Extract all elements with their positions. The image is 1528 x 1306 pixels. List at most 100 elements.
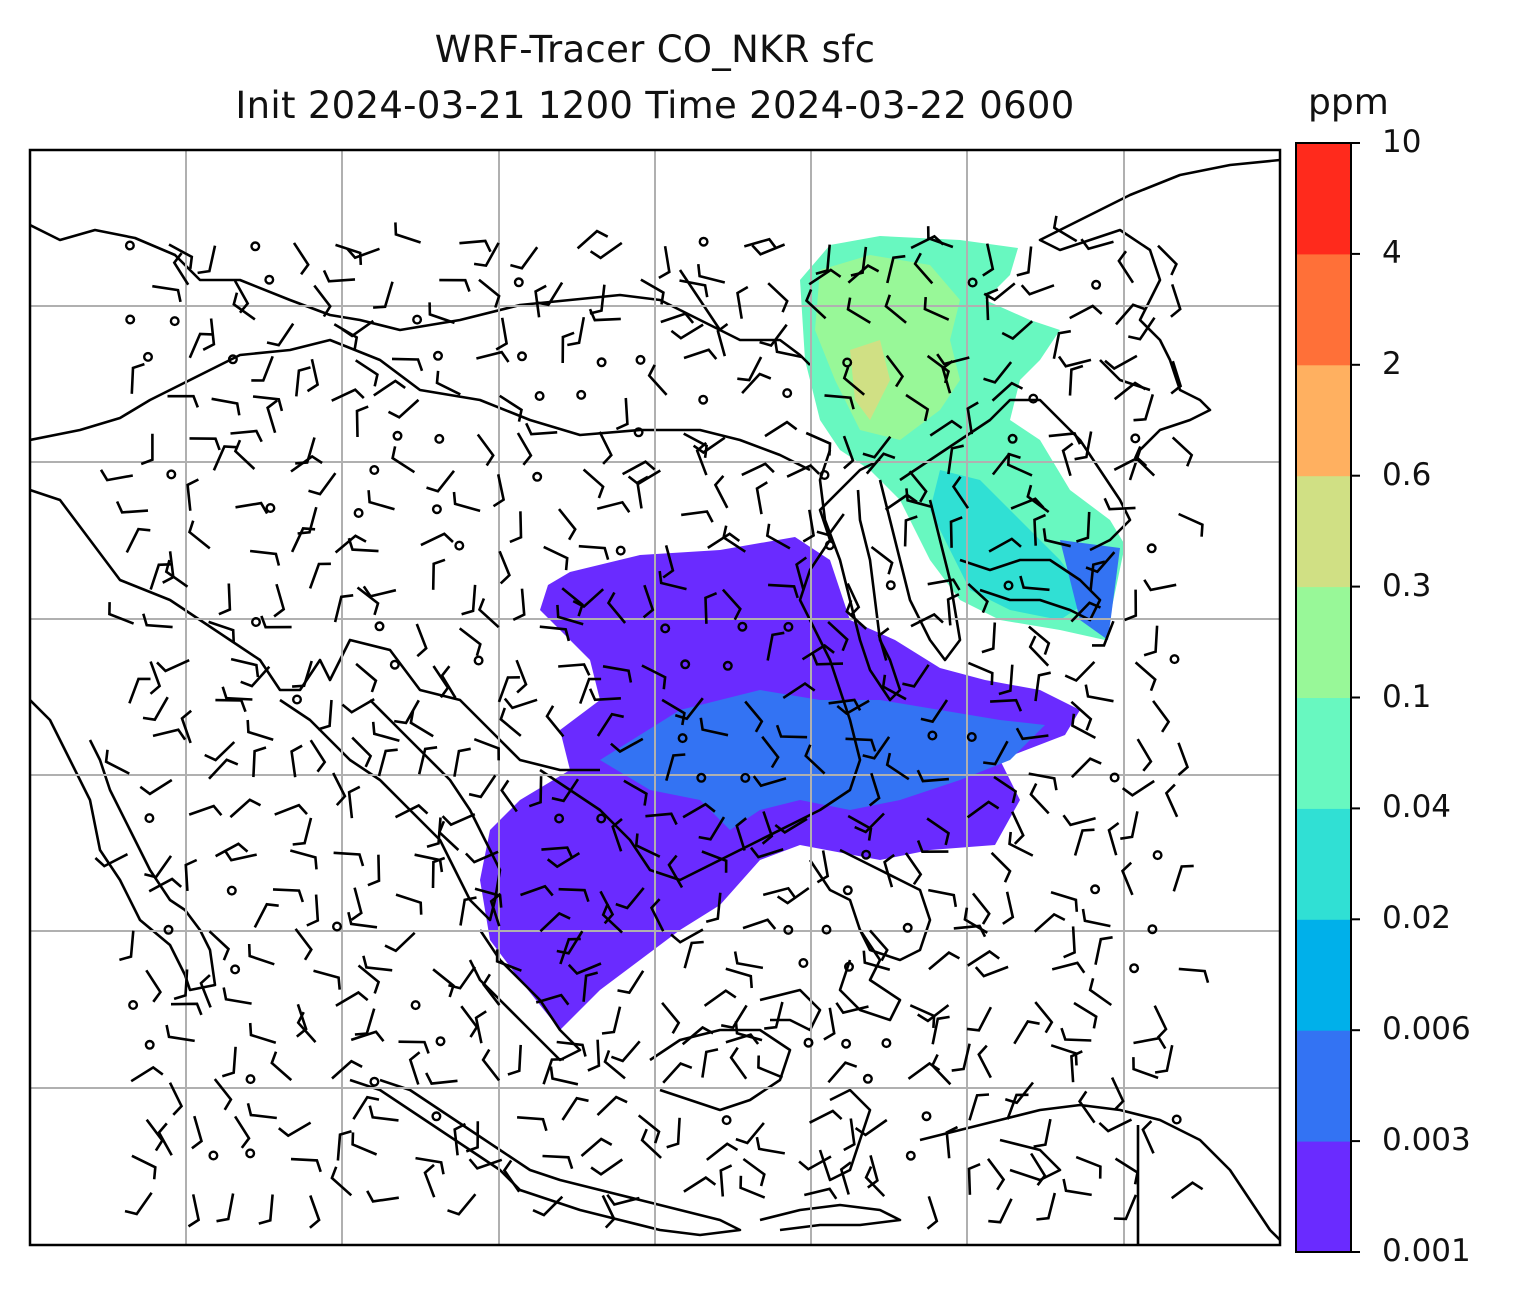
wind-barb: [384, 931, 416, 953]
wind-barb: [636, 475, 649, 509]
wind-barb: [1015, 727, 1049, 741]
wind-barb: [373, 379, 406, 397]
wind-barb: [658, 570, 687, 591]
wind-barb: [1120, 811, 1139, 840]
wind-barb: [341, 697, 375, 714]
wind-barb: [546, 851, 581, 869]
wind-barb: [815, 244, 831, 276]
wind-barb: [1153, 1005, 1168, 1039]
wind-barb: [742, 918, 777, 930]
wind-barb: [366, 1190, 399, 1203]
wind-barb: [509, 511, 523, 544]
wind-barb: [615, 887, 645, 910]
wind-barb: [764, 420, 798, 438]
colorbar-tick-label: 0.3: [1382, 567, 1432, 604]
wind-barb: [497, 676, 520, 703]
wind-barb: [556, 1040, 587, 1057]
wind-barb: [1120, 861, 1134, 896]
wind-barb: [292, 660, 313, 688]
wind-barb: [313, 969, 341, 990]
wind-barb: [967, 582, 989, 614]
wind-barb: [1064, 660, 1096, 683]
wind-barb: [453, 747, 471, 777]
wind-barb: [252, 395, 284, 412]
wind-barb: [990, 698, 1023, 712]
wind-barb: [142, 613, 173, 629]
wind-barb: [1170, 283, 1182, 318]
wind-barb: [1114, 1157, 1139, 1185]
wind-barb: [621, 460, 656, 476]
wind-barb: [1068, 364, 1084, 396]
calm-wind-circle: [1091, 279, 1102, 290]
wind-barb: [598, 431, 613, 465]
wind-barb: [500, 779, 518, 813]
calm-wind-circle: [208, 1150, 219, 1161]
wind-barb: [167, 394, 200, 408]
wind-barb: [536, 281, 564, 307]
wind-barb: [1073, 828, 1095, 856]
wind-barb: [949, 516, 963, 548]
wind-barb: [354, 1008, 376, 1036]
wind-barb: [391, 446, 416, 474]
wind-barb: [662, 1061, 693, 1084]
wind-barb: [1028, 772, 1058, 791]
wind-barb: [1078, 1090, 1096, 1124]
calm-wind-circle: [680, 659, 691, 670]
wind-barb: [420, 532, 454, 547]
wind-barb: [734, 1021, 763, 1042]
wind-barb: [634, 833, 661, 858]
wind-barb: [545, 705, 565, 738]
wind-barb: [482, 973, 501, 1006]
wind-barb: [1133, 1036, 1167, 1050]
wind-barb: [589, 284, 606, 315]
wind-barb: [854, 1118, 888, 1137]
wind-barb: [172, 252, 190, 286]
wind-barb: [903, 515, 918, 547]
wind-barb: [296, 1011, 317, 1043]
wind-barb: [229, 798, 262, 819]
calm-wind-circle: [125, 314, 136, 325]
wind-barb: [589, 241, 623, 260]
calm-wind-circle: [412, 314, 423, 325]
calm-wind-circle: [245, 1074, 256, 1085]
calm-wind-circle: [250, 241, 261, 252]
wind-barb: [1178, 967, 1210, 984]
wind-barb: [234, 1115, 251, 1149]
calm-wind-circle: [783, 621, 794, 632]
plume-south-mid: [600, 690, 1045, 830]
calm-wind-circle: [1130, 433, 1141, 444]
wind-barb: [292, 817, 313, 846]
wind-barb: [367, 854, 381, 887]
wind-barb: [290, 454, 323, 473]
wind-barb: [197, 245, 217, 275]
wind-barb: [168, 243, 194, 269]
calm-wind-circle: [696, 772, 707, 783]
wind-barb: [461, 584, 477, 616]
wind-barb: [868, 772, 881, 807]
wind-barb: [642, 584, 655, 619]
wind-barb: [816, 850, 830, 884]
wind-barb: [602, 665, 633, 683]
wind-barb: [947, 444, 964, 475]
wind-barb: [426, 469, 456, 493]
wind-barb: [335, 243, 363, 265]
wind-barb: [104, 749, 130, 775]
calm-wind-circle: [227, 354, 238, 365]
wind-barb: [803, 1187, 838, 1200]
wind-barb: [683, 432, 709, 458]
wind-barb: [761, 811, 774, 845]
wind-barb: [990, 851, 1012, 883]
wind-barb: [149, 661, 162, 695]
wind-barb: [266, 399, 278, 434]
calm-wind-circle: [374, 621, 385, 632]
wind-barb: [1092, 620, 1115, 647]
calm-wind-circle: [698, 236, 709, 247]
wind-barb: [1063, 926, 1076, 959]
wind-barb: [719, 1164, 733, 1197]
calm-wind-circle: [473, 655, 484, 666]
wind-barb: [164, 559, 189, 588]
wind-barb: [1132, 1057, 1159, 1080]
wind-barb: [542, 1057, 564, 1085]
wind-barb: [1154, 1044, 1174, 1074]
